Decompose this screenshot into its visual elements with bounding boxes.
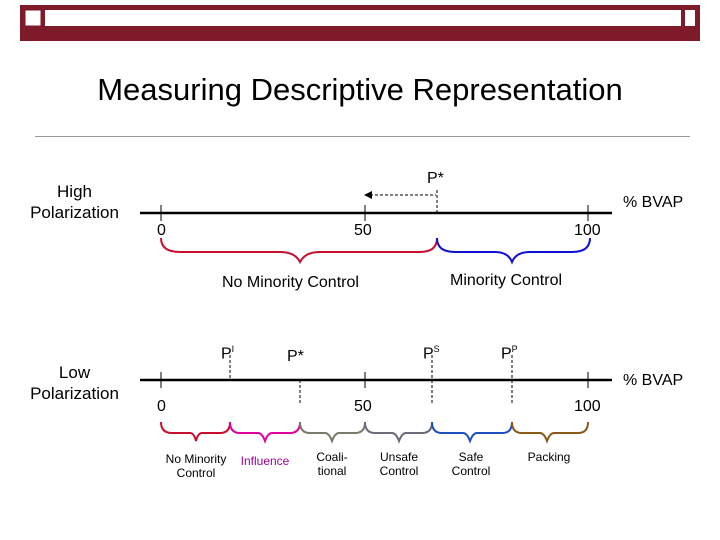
high-pstar-label: P* [427,170,444,187]
region-unsafe-control: Unsafe Control [379,450,419,478]
low-brace-unsafe [364,421,433,444]
no-minority-control-label: No Minority Control [222,274,359,291]
high-brace-minority [436,237,591,265]
low-pp-label: PP [501,344,518,363]
low-brace-influence [229,421,301,444]
low-brace-no-minority [160,421,231,442]
high-brace-no-minority [160,237,438,265]
region-coalitional: Coali- tional [316,450,348,478]
left-square-icon [24,9,42,27]
low-label-line2: Polarization [30,384,119,403]
region-influence: Influence [240,454,290,468]
page-title: Measuring Descriptive Representation [97,72,623,107]
low-tick-50-label: 50 [354,398,372,415]
low-polarization-label: Low Polarization [22,362,127,404]
high-pstar-arrowhead [364,191,372,199]
low-brace-packing [511,421,589,444]
minority-control-label: Minority Control [450,272,563,289]
low-brace-coalitional [299,421,366,444]
low-pi-label: PI [221,344,235,363]
low-label-line1: Low [58,363,91,382]
region-safe-control: Safe Control [451,450,491,478]
high-tick-50-label: 50 [354,222,372,239]
high-tick-100-label: 100 [574,222,601,239]
high-label-line1: High [57,182,92,201]
low-axis-unit: % BVAP [623,372,684,389]
high-polarization-label: High Polarization [22,181,127,223]
high-axis-unit: % BVAP [623,194,684,211]
low-brace-safe [431,421,513,444]
region-packing: Packing [527,450,571,464]
region-no-minority-control: No Minority Control [165,452,227,480]
low-ps-label: PS [423,344,440,363]
low-pstar-label: P* [287,348,304,365]
low-tick-0-label: 0 [157,398,166,415]
high-tick-0-label: 0 [157,222,166,239]
low-tick-100-label: 100 [574,398,601,415]
top-decorative-bar [20,5,700,41]
high-label-line2: Polarization [30,203,119,222]
title-divider [35,136,690,137]
right-square-icon [685,10,695,26]
